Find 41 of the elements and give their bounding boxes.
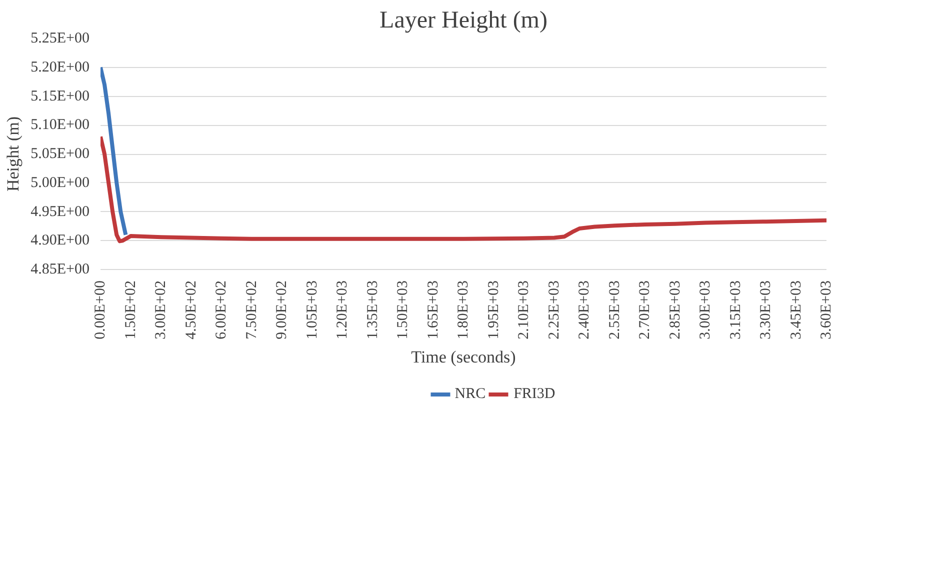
y-tick-label: 5.10E+00 (30, 117, 90, 134)
x-tick-label: 2.10E+03 (516, 280, 532, 340)
x-tick-label: 2.85E+03 (667, 280, 684, 340)
x-tick-label: 1.65E+03 (425, 280, 442, 340)
x-tick-label: 3.00E+03 (698, 280, 714, 340)
x-tick-label: 1.80E+03 (456, 280, 472, 340)
x-tick-label: 2.40E+03 (576, 280, 592, 340)
x-axis-title: Time (seconds) (411, 347, 516, 366)
y-tick-label: 5.20E+00 (30, 59, 90, 76)
y-tick-label: 5.15E+00 (30, 88, 90, 104)
x-tick-label: 1.50E+02 (122, 280, 139, 340)
x-tick-label: 4.50E+02 (183, 280, 200, 340)
x-tick-label: 1.20E+03 (334, 280, 350, 340)
y-tick-label: 4.90E+00 (30, 232, 90, 249)
x-tick-label: 0.00E+00 (92, 280, 108, 340)
y-tick-label: 5.00E+00 (30, 174, 90, 191)
x-tick-label: 7.50E+02 (244, 280, 260, 340)
x-tick-label: 2.70E+03 (637, 280, 653, 340)
y-tick-label: 4.85E+00 (30, 262, 90, 278)
y-tick-label: 5.25E+00 (30, 30, 90, 46)
x-tick-label: 2.55E+03 (606, 280, 623, 340)
y-axis-title: Height (m) (4, 116, 23, 192)
line-series (100, 134, 826, 244)
x-tick-label: 3.45E+03 (788, 280, 804, 340)
x-tick-label: 3.30E+03 (758, 280, 774, 340)
x-tick-label: 3.60E+03 (818, 280, 834, 340)
legend-label: NRC (454, 386, 486, 402)
x-tick-label: 3.00E+02 (153, 280, 169, 340)
x-tick-label: 2.25E+03 (546, 280, 562, 340)
legend-label: FRI3D (514, 386, 556, 402)
x-tick-label: 3.15E+03 (728, 280, 744, 340)
x-tick-label: 9.00E+02 (274, 280, 290, 340)
chart-title: Layer Height (m) (380, 8, 548, 34)
y-tick-label: 4.95E+00 (30, 204, 90, 220)
line-series (100, 65, 128, 237)
x-tick-label: 1.95E+03 (486, 280, 502, 340)
x-tick-label: 1.05E+03 (304, 280, 320, 340)
x-tick-label: 1.35E+03 (364, 280, 381, 340)
y-tick-label: 5.05E+00 (30, 146, 90, 162)
x-tick-label: 6.00E+02 (214, 280, 230, 340)
x-tick-label: 1.50E+03 (395, 280, 411, 340)
